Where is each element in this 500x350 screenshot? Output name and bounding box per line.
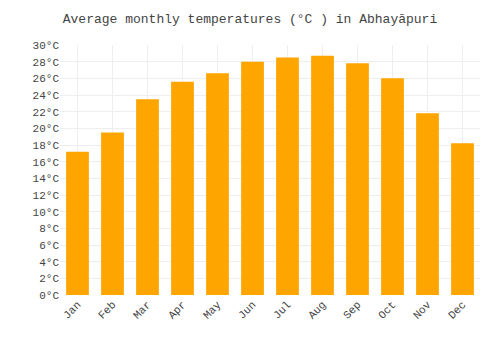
- svg-text:Jun: Jun: [236, 299, 258, 321]
- svg-text:2°C: 2°C: [39, 273, 59, 285]
- svg-text:18°C: 18°C: [33, 140, 60, 152]
- svg-text:Dec: Dec: [446, 299, 468, 321]
- svg-text:Nov: Nov: [411, 299, 434, 322]
- svg-text:Aug: Aug: [306, 299, 328, 321]
- svg-text:Jan: Jan: [61, 299, 83, 321]
- svg-text:Oct: Oct: [376, 299, 398, 321]
- svg-text:16°C: 16°C: [33, 157, 60, 169]
- svg-text:10°C: 10°C: [33, 207, 60, 219]
- svg-text:30°C: 30°C: [33, 40, 60, 52]
- svg-text:6°C: 6°C: [39, 240, 59, 252]
- svg-text:22°C: 22°C: [33, 107, 60, 119]
- svg-text:24°C: 24°C: [33, 90, 60, 102]
- svg-text:26°C: 26°C: [33, 73, 60, 85]
- svg-text:8°C: 8°C: [39, 223, 59, 235]
- svg-text:0°C: 0°C: [39, 290, 59, 302]
- svg-text:4°C: 4°C: [39, 257, 59, 269]
- svg-text:12°C: 12°C: [33, 190, 60, 202]
- svg-text:20°C: 20°C: [33, 123, 60, 135]
- svg-text:Feb: Feb: [96, 299, 118, 321]
- svg-text:14°C: 14°C: [33, 173, 60, 185]
- svg-text:Sep: Sep: [341, 299, 363, 321]
- svg-text:Average monthly temperatures (: Average monthly temperatures (°C ) in Ab…: [63, 12, 438, 27]
- svg-text:Jul: Jul: [271, 299, 293, 321]
- svg-text:Apr: Apr: [166, 299, 188, 321]
- svg-text:May: May: [201, 299, 224, 322]
- svg-text:28°C: 28°C: [33, 57, 60, 69]
- svg-text:Mar: Mar: [131, 299, 153, 321]
